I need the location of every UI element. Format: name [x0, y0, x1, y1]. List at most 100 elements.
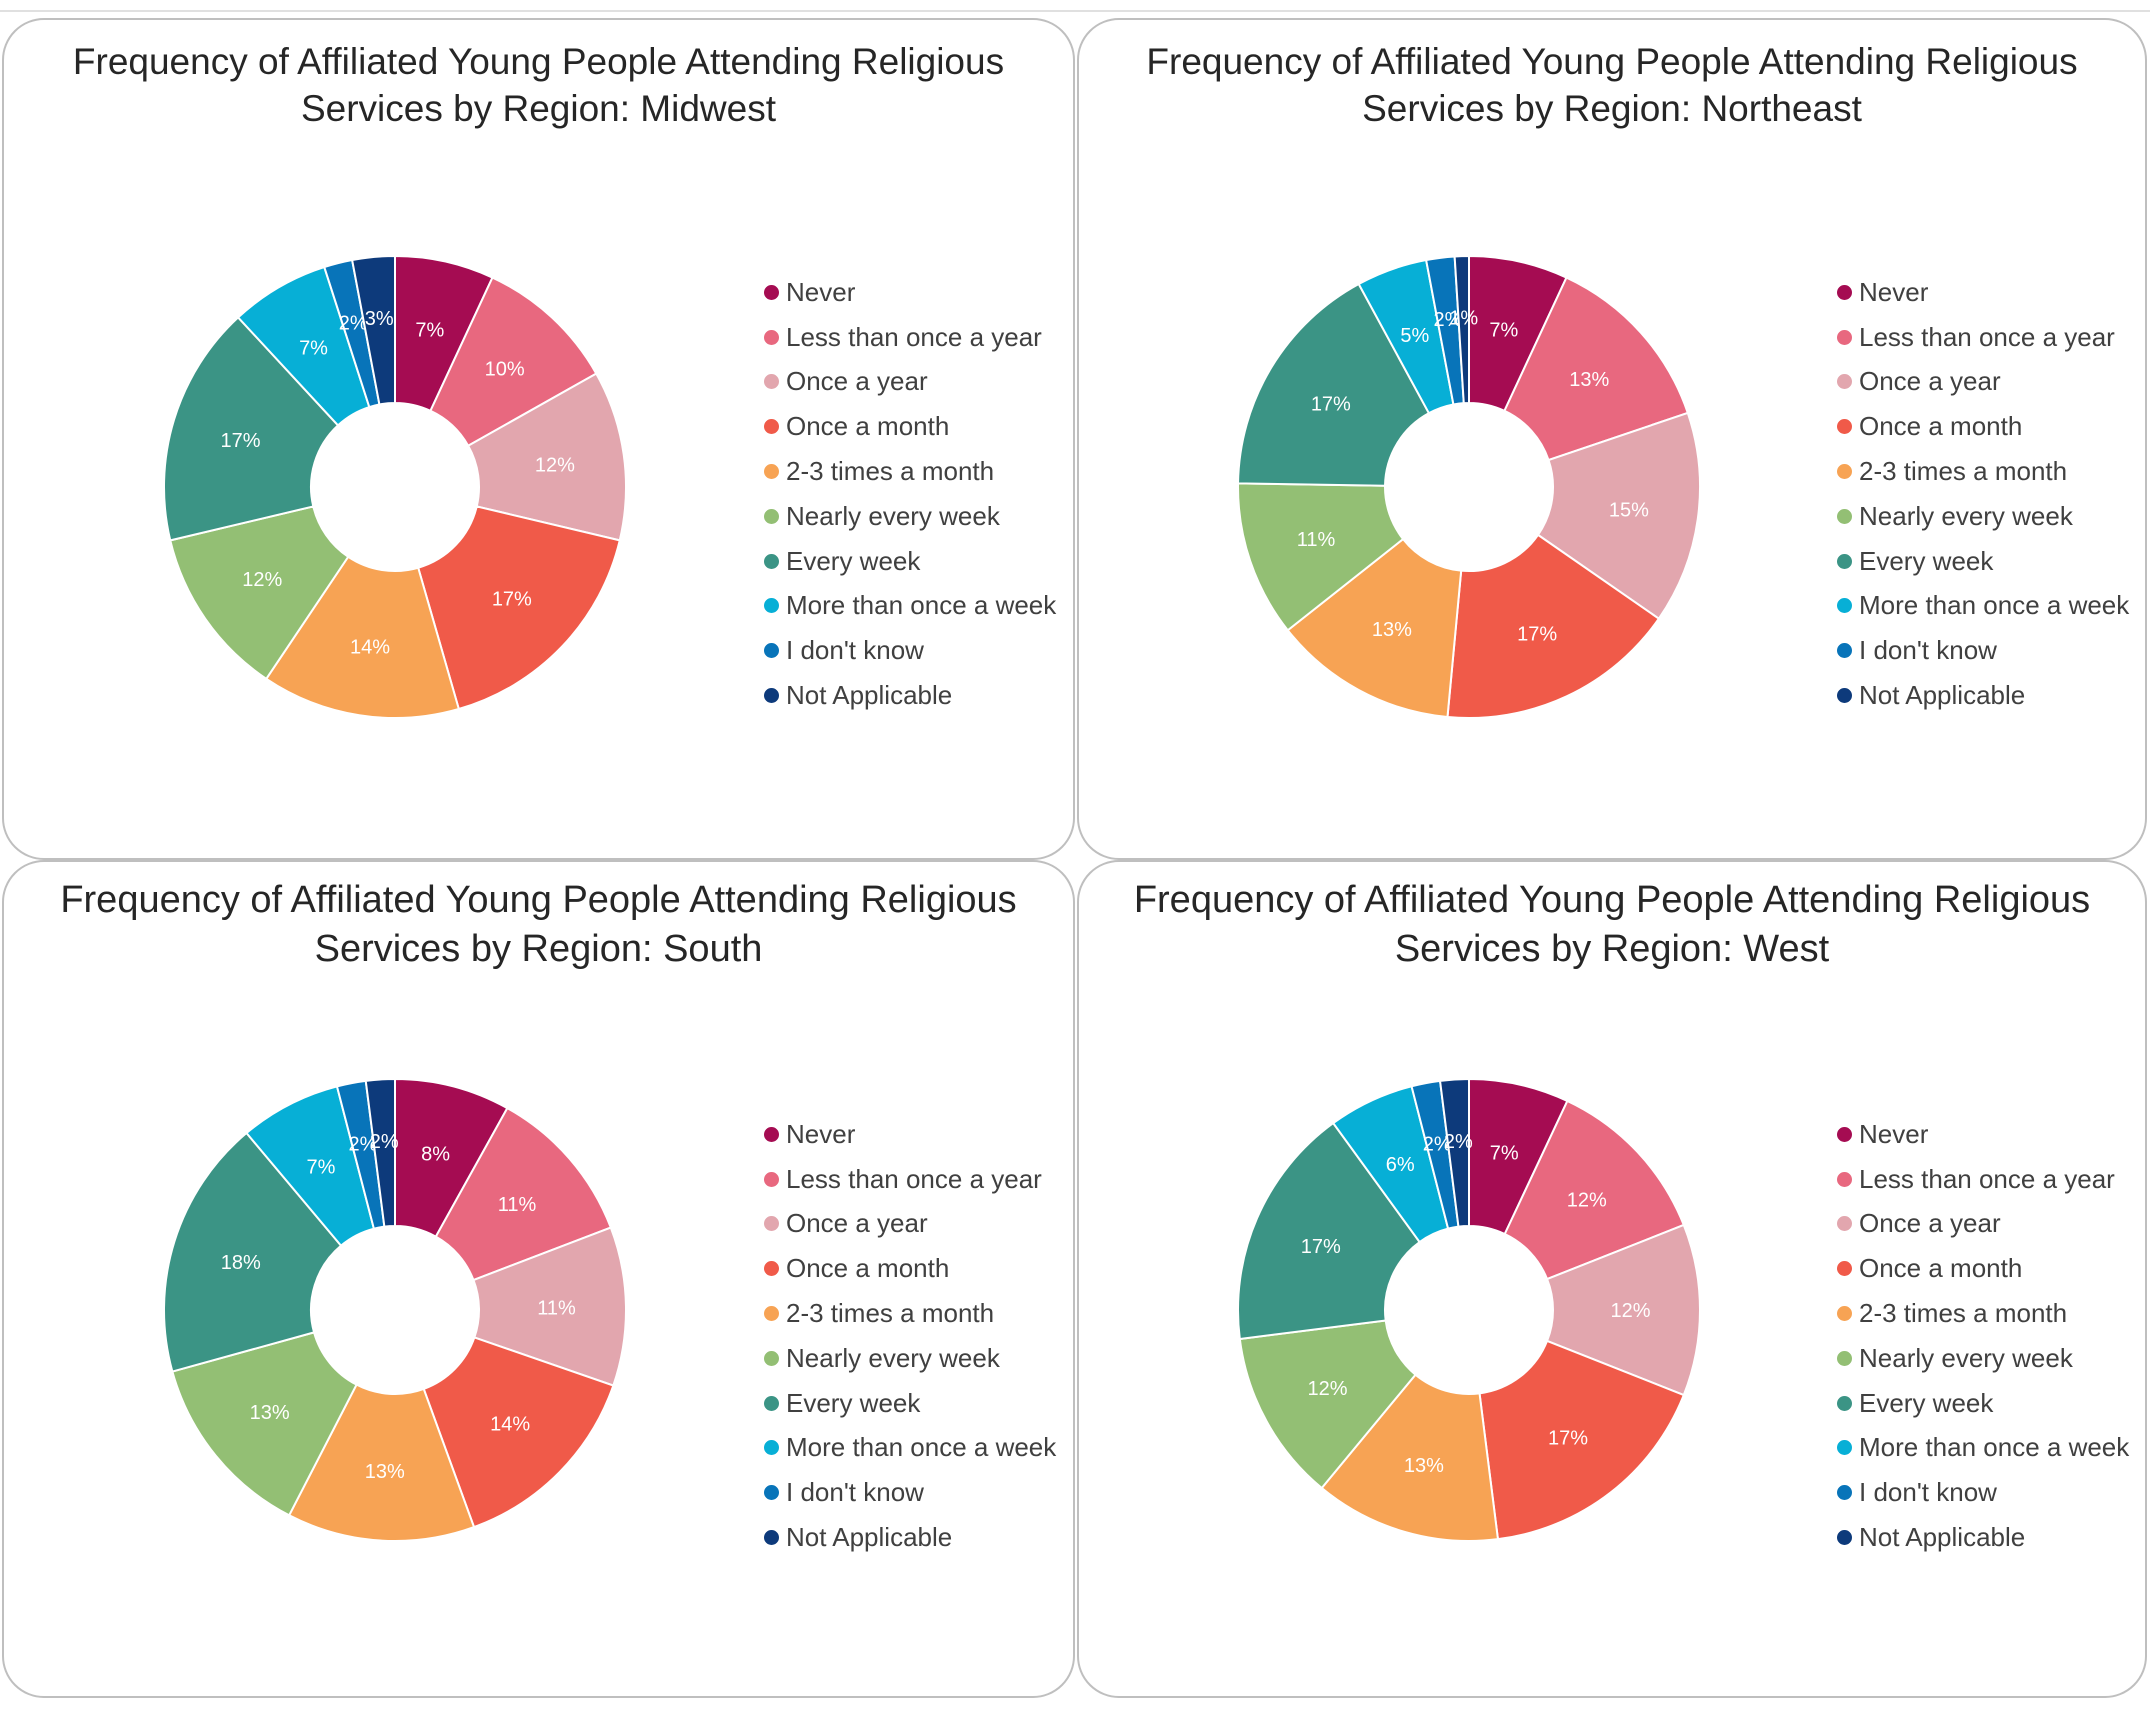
data-label-every-week: 17% — [220, 430, 260, 452]
slice-less-than-once-a-year — [1503, 276, 1690, 462]
legend-swatch — [764, 553, 779, 569]
legend-label: Once a year — [786, 1208, 928, 1239]
donut-chart: 7% 12% 12% 17% 13% 12% 17% 6% 2%2% — [1237, 1077, 1701, 1542]
donut-chart: 8% 11% 11% 14% 13% 13% 18% 7% 2%2% — [163, 1077, 627, 1542]
chart-panel-midwest: Frequency of Affiliated Young People Att… — [2, 18, 1075, 860]
legend-item-less-than-once-a-year: Less than once a year — [764, 315, 1056, 360]
chart-panel-west: Frequency of Affiliated Young People Att… — [1077, 860, 2147, 1698]
legend-swatch — [764, 374, 779, 390]
legend-swatch — [764, 1530, 779, 1546]
legend-swatch — [764, 284, 779, 300]
donut-chart: 7% 13% 15% 17% 13% 11% 17% 5%2%1% — [1237, 254, 1701, 719]
chart-title-line: Services by Region: South — [314, 928, 763, 970]
legend-label: Never — [786, 276, 856, 307]
slice-nearly-every-week — [169, 505, 350, 681]
top-border — [0, 0, 2150, 12]
legend-item-once-a-year: Once a year — [1837, 1202, 2129, 1247]
legend-swatch — [1837, 1440, 1852, 1456]
legend-item-every-week: Every week — [1837, 1381, 2129, 1426]
data-label-once-a-year: 12% — [535, 454, 575, 476]
legend-swatch — [764, 1485, 779, 1501]
data-label-once-a-month: 17% — [1517, 623, 1557, 645]
data-label-i-don-t-know: 2% — [1434, 309, 1463, 331]
data-label-less-than-once-a-year: 10% — [485, 358, 525, 380]
legend-item-every-week: Every week — [764, 539, 1056, 584]
slice-not-applicable — [364, 1077, 396, 1228]
legend-label: Not Applicable — [786, 680, 953, 711]
legend-item-nearly-every-week: Nearly every week — [1837, 494, 2129, 539]
legend-label: Less than once a year — [786, 1163, 1042, 1194]
legend-label: Once a month — [786, 411, 950, 442]
data-label-2-3-times-a-month: 13% — [1404, 1455, 1444, 1477]
legend-item-2-3-times-a-month: 2-3 times a month — [764, 449, 1056, 494]
legend-swatch — [764, 1261, 779, 1277]
slice-once-a-month — [1478, 1339, 1686, 1541]
data-label-nearly-every-week: 12% — [1307, 1378, 1347, 1400]
data-label-more-than-once-a-week: 6% — [1386, 1154, 1415, 1176]
legend-label: 2-3 times a month — [1859, 456, 2068, 487]
data-label-once-a-month: 14% — [490, 1413, 530, 1435]
legend-label: Once a month — [1859, 411, 2023, 442]
data-label-once-a-year: 12% — [1610, 1300, 1650, 1322]
slice-every-week — [163, 1131, 343, 1373]
legend-item-never: Never — [764, 270, 1056, 315]
legend-label: 2-3 times a month — [786, 1298, 995, 1329]
slice-not-applicable — [350, 254, 396, 406]
chart-title-line: Services by Region: Northeast — [1362, 88, 1862, 129]
legend-swatch — [764, 1216, 779, 1232]
slice-every-week — [1237, 1121, 1422, 1341]
legend-item-2-3-times-a-month: 2-3 times a month — [764, 1291, 1056, 1336]
legend-item-never: Never — [1837, 270, 2129, 315]
chart-panel-northeast: Frequency of Affiliated Young People Att… — [1077, 18, 2147, 860]
legend-item-nearly-every-week: Nearly every week — [764, 494, 1056, 539]
data-label-not-applicable: 3% — [365, 308, 394, 330]
slice-2-3-times-a-month — [1286, 537, 1463, 719]
data-label-every-week: 18% — [221, 1252, 261, 1274]
legend-swatch — [1837, 1171, 1852, 1187]
slice-2-3-times-a-month — [1320, 1373, 1500, 1542]
chart-title-line: Frequency of Affiliated Young People Att… — [1146, 41, 2078, 82]
chart-title-line: Services by Region: West — [1394, 928, 1830, 970]
legend-item-every-week: Every week — [1837, 539, 2129, 584]
legend-item-i-don-t-know: I don't know — [1837, 628, 2129, 673]
legend-swatch — [1837, 1216, 1852, 1232]
legend-label: Every week — [1859, 545, 1994, 576]
legend-swatch — [764, 464, 779, 480]
legend-item-never: Never — [1837, 1112, 2129, 1157]
data-label-2-3-times-a-month: 13% — [1372, 619, 1412, 641]
legend-label: Every week — [786, 1387, 921, 1418]
legend-swatch — [764, 329, 779, 345]
data-label-i-don-t-know: 2% — [348, 1134, 377, 1156]
slice-once-a-month — [1446, 533, 1661, 719]
legend-label: Every week — [1859, 1387, 1994, 1418]
legend-item-once-a-year: Once a year — [764, 360, 1056, 405]
legend-swatch — [1837, 1485, 1852, 1501]
legend-label: More than once a week — [786, 590, 1057, 621]
legend-swatch — [764, 419, 779, 435]
chart-title: Frequency of Affiliated Young People Att… — [44, 38, 1033, 132]
data-label-more-than-once-a-week: 7% — [307, 1156, 336, 1178]
data-label-every-week: 17% — [1301, 1236, 1341, 1258]
legend-label: 2-3 times a month — [786, 456, 995, 487]
legend-label: More than once a week — [1859, 590, 2130, 621]
chart-legend: Never Less than once a year Once a year Onc… — [1837, 270, 2129, 718]
data-label-once-a-year: 15% — [1609, 500, 1649, 522]
slice-2-3-times-a-month — [264, 555, 461, 719]
legend-swatch — [1837, 688, 1852, 704]
legend-item-more-than-once-a-week: More than once a week — [1837, 1426, 2129, 1471]
legend-label: Less than once a year — [1859, 1163, 2115, 1194]
legend-swatch — [764, 643, 779, 659]
legend-item-once-a-year: Once a year — [764, 1202, 1056, 1247]
chart-legend: Never Less than once a year Once a year Onc… — [764, 270, 1056, 718]
legend-swatch — [1837, 643, 1852, 659]
legend-item-not-applicable: Not Applicable — [1837, 673, 2129, 718]
legend-item-nearly-every-week: Nearly every week — [1837, 1336, 2129, 1381]
legend-swatch — [1837, 284, 1852, 300]
legend-label: Never — [1859, 276, 1929, 307]
legend-item-once-a-year: Once a year — [1837, 360, 2129, 405]
legend-item-not-applicable: Not Applicable — [764, 673, 1056, 718]
data-label-nearly-every-week: 13% — [250, 1402, 290, 1424]
legend-item-i-don-t-know: I don't know — [764, 628, 1056, 673]
data-label-never: 7% — [1490, 1142, 1519, 1164]
legend-label: Once a year — [786, 366, 928, 397]
